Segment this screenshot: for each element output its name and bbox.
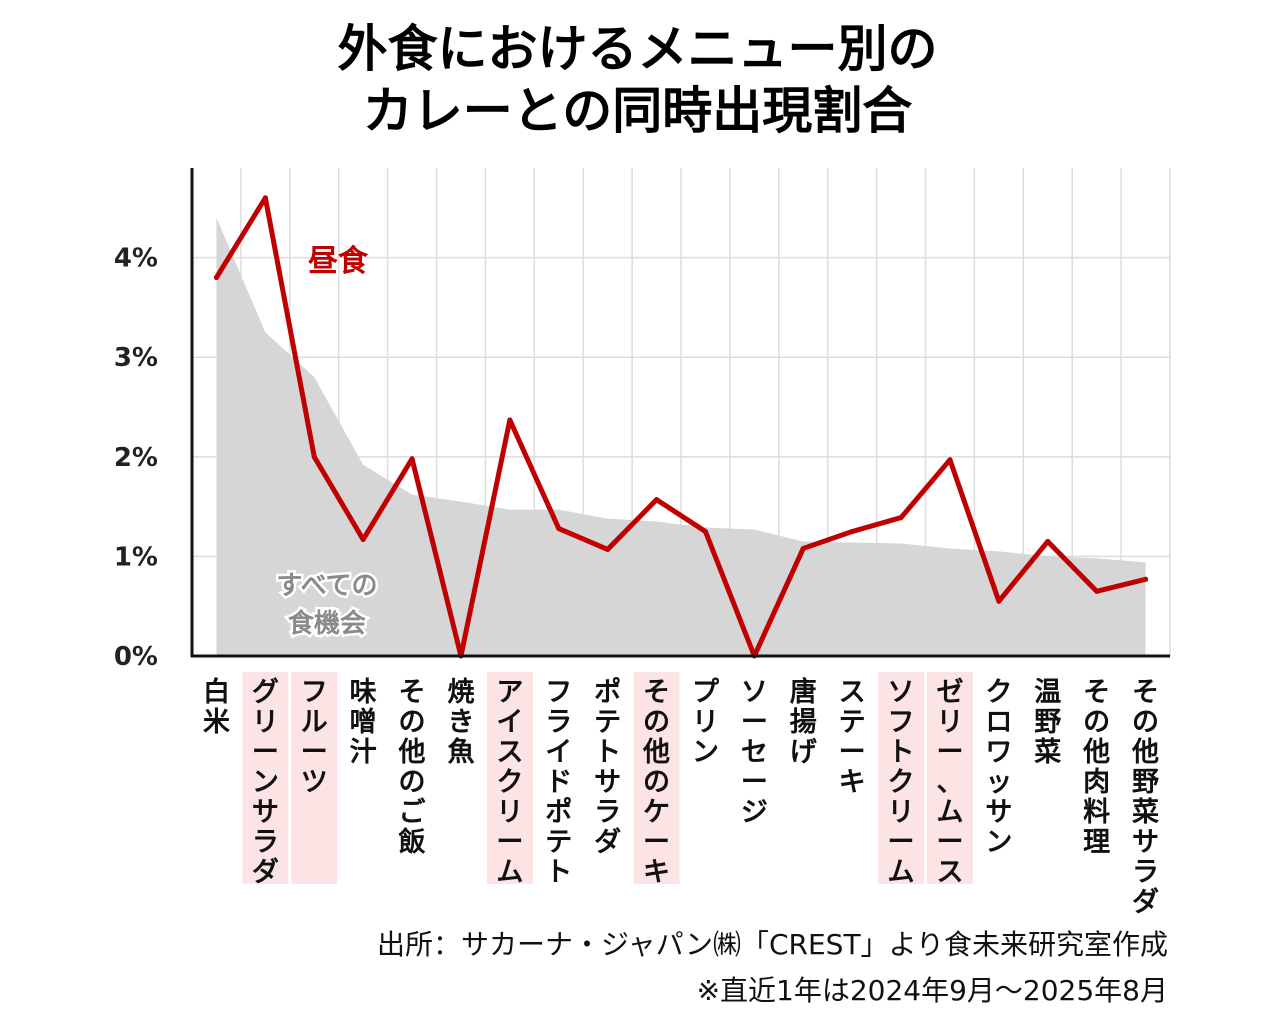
lunch-data-point <box>605 546 611 552</box>
highlight-band <box>242 672 289 884</box>
source-note: 出所：サカーナ・ジャパン㈱「CREST」より食未来研究室作成 ※直近1年は202… <box>377 922 1168 1014</box>
lunch-data-point <box>654 497 660 503</box>
lunch-data-point <box>1094 588 1100 594</box>
highlight-band <box>486 672 533 884</box>
highlight-bands <box>242 672 973 884</box>
x-category-label: グリーンサラダ <box>252 676 279 888</box>
lunch-data-point <box>213 275 219 281</box>
lunch-data-point <box>996 598 1002 604</box>
x-category-label: フルーツ <box>301 677 328 798</box>
lunch-data-point <box>702 529 708 535</box>
chart-title-line2: カレーとの同時出現割合 <box>362 82 913 140</box>
y-tick-label: 4% <box>114 244 158 274</box>
lunch-data-point <box>898 515 904 521</box>
highlight-band <box>878 672 925 884</box>
lunch-data-point <box>1143 576 1149 582</box>
x-category-label: ステーキ <box>839 677 866 798</box>
chart-title-line1: 外食におけるメニュー別の <box>337 20 938 78</box>
y-tick-label: 2% <box>114 443 158 473</box>
x-category-label: プリン <box>692 677 720 768</box>
x-category-label: ソーセージ <box>741 677 768 828</box>
source-line2: ※直近1年は2024年9月～2025年8月 <box>696 974 1168 1007</box>
highlight-band <box>633 672 680 884</box>
y-tick-labels: 0% 1% 2% 3% 4% <box>114 244 158 672</box>
chart-title: 外食におけるメニュー別の カレーとの同時出現割合 <box>0 18 1275 142</box>
x-category-label: 温野菜 <box>1033 677 1061 768</box>
x-category-label: ソフトクリーム <box>888 677 915 888</box>
x-category-label: 唐揚げ <box>790 676 818 768</box>
lunch-data-point <box>262 195 268 201</box>
y-tick-label: 0% <box>114 642 158 672</box>
lunch-data-point <box>947 457 953 463</box>
highlight-band <box>926 672 973 884</box>
all-occasions-area-layer <box>216 217 1146 657</box>
x-category-label: ゼリー、ムース <box>936 677 963 888</box>
highlight-band <box>291 672 338 884</box>
series-label-all-occasions-line2: 食機会 <box>288 608 366 639</box>
x-category-label: ポテトサラダ <box>594 677 621 858</box>
x-category-label: その他のご飯 <box>398 677 426 858</box>
source-line1: 出所：サカーナ・ジャパン㈱「CREST」より食未来研究室作成 <box>376 928 1168 961</box>
x-category-label: クロワッサン <box>985 677 1012 858</box>
series-label-lunch: 昼食 <box>308 244 369 279</box>
axes <box>190 168 1170 658</box>
x-category-labels: 白米グリーンサラダフルーツ味噌汁その他のご飯焼き魚アイスクリームフライドポテトポ… <box>203 676 1159 918</box>
lunch-data-point <box>311 454 317 460</box>
x-category-label: フライドポテト <box>545 677 572 888</box>
x-category-label: その他のケーキ <box>642 677 670 888</box>
lunch-data-point <box>360 536 366 542</box>
x-category-label: その他野菜サラダ <box>1131 677 1159 918</box>
x-category-label: 味噌汁 <box>350 677 377 768</box>
lunch-data-point <box>1045 538 1051 544</box>
x-category-label: その他肉料理 <box>1082 677 1110 858</box>
lunch-data-point <box>556 526 562 532</box>
lunch-data-point <box>849 529 855 535</box>
x-category-label: アイスクリーム <box>496 677 523 888</box>
y-tick-label: 3% <box>114 343 158 373</box>
all-occasions-area <box>216 217 1146 657</box>
lunch-data-point <box>800 545 806 551</box>
x-category-label: 白米 <box>203 676 230 738</box>
y-tick-label: 1% <box>114 542 158 572</box>
x-category-label: 焼き魚 <box>447 677 474 768</box>
lunch-series-line <box>213 195 1149 659</box>
series-label-all-occasions-line1: すべての <box>276 571 377 601</box>
lunch-data-point <box>507 417 513 423</box>
lunch-data-point <box>409 456 415 462</box>
